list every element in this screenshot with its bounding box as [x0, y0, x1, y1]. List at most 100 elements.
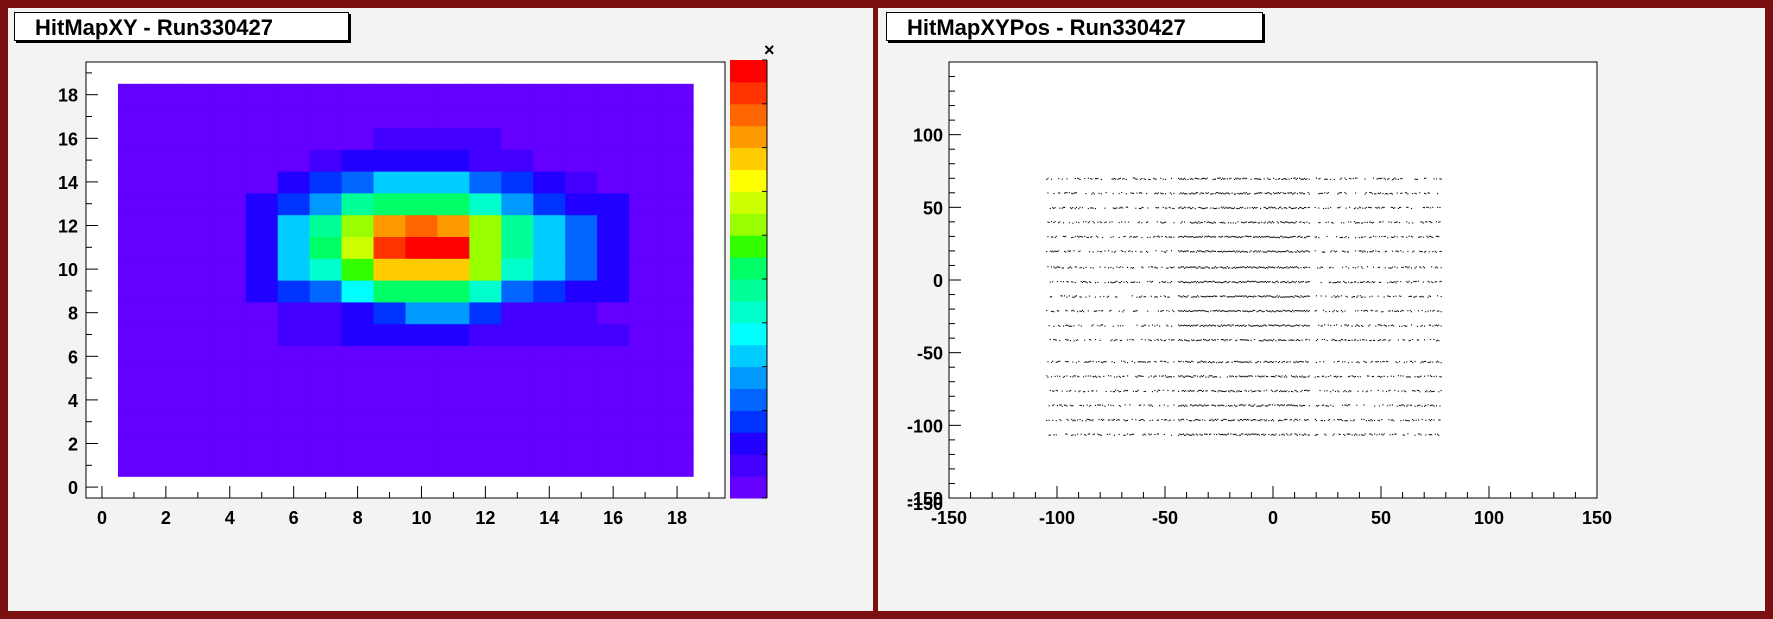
scatter-point	[1131, 295, 1133, 297]
scatter-point	[1185, 310, 1187, 312]
scatter-point	[1282, 433, 1284, 435]
scatter-point	[1244, 295, 1246, 297]
scatter-point	[1118, 419, 1120, 421]
scatter-point	[1372, 339, 1374, 341]
scatter-point	[1231, 310, 1233, 312]
scatter-point	[1150, 375, 1152, 377]
scatter-point	[1129, 338, 1131, 341]
scatter-point	[1435, 266, 1437, 268]
scatter-point	[1148, 433, 1150, 435]
scatter-point	[1181, 296, 1183, 298]
heatmap-cell	[597, 105, 630, 128]
scatter-point	[1276, 221, 1278, 223]
scatter-point	[1414, 434, 1416, 436]
scatter-point	[1327, 375, 1329, 378]
scatter-point	[1333, 361, 1335, 363]
scatter-point	[1141, 222, 1143, 224]
scatter-point	[1281, 221, 1283, 223]
scatter-point	[1418, 339, 1420, 341]
scatter-point	[1292, 193, 1294, 195]
scatter-point	[1233, 310, 1236, 312]
scatter-point	[1369, 206, 1371, 209]
scatter-point	[1415, 193, 1417, 195]
scatter-point	[1362, 296, 1364, 298]
scatter-point	[1079, 310, 1081, 312]
scatter-point	[1219, 266, 1221, 268]
scatter-point	[1189, 310, 1192, 312]
scatter-point	[1252, 419, 1255, 421]
scatter-point	[1257, 310, 1259, 312]
scatter-point	[1407, 267, 1409, 269]
scatter-point	[1323, 375, 1325, 377]
scatter-point	[1054, 250, 1056, 252]
scatter-point	[1353, 434, 1355, 436]
scatter-point	[1363, 360, 1365, 362]
scatter-point	[1205, 250, 1207, 252]
scatter-point	[1237, 282, 1239, 284]
scatter-point	[1241, 390, 1243, 392]
scatter-point	[1381, 419, 1383, 421]
heatmap-cell	[437, 367, 470, 390]
scatter-point	[1321, 375, 1323, 377]
scatter-point	[1098, 375, 1100, 377]
scatter-point	[1242, 266, 1244, 268]
scatter-point	[1315, 236, 1317, 238]
scatter-point	[1156, 433, 1158, 435]
heatmap-cell	[213, 83, 247, 107]
scatter-point	[1256, 236, 1258, 238]
scatter-point	[1273, 192, 1275, 194]
scatter-point	[1265, 325, 1268, 327]
scatter-point	[1301, 281, 1303, 283]
scatter-point	[1427, 280, 1429, 282]
scatter-point	[1129, 434, 1131, 436]
scatter-point	[1418, 310, 1420, 312]
scatter-point	[1318, 376, 1320, 378]
scatter-point	[1345, 391, 1347, 393]
scatter-point	[1110, 266, 1112, 269]
scatter-point	[1203, 405, 1205, 407]
scatter-point	[1370, 433, 1372, 435]
scatter-point	[1143, 296, 1145, 298]
scatter-point	[1239, 375, 1241, 377]
scatter-point	[1172, 309, 1174, 311]
heatmap-cell	[469, 171, 502, 194]
scatter-point	[1267, 177, 1269, 179]
scatter-point	[1276, 267, 1278, 269]
scatter-point	[1062, 206, 1064, 208]
heatmap-cell	[629, 149, 662, 172]
scatter-point	[1157, 433, 1159, 435]
scatter-point	[1118, 310, 1120, 312]
scatter-point	[1116, 376, 1118, 378]
scatter-point	[1394, 221, 1396, 224]
heatmap-cell	[405, 83, 439, 107]
scatter-point	[1181, 250, 1183, 252]
scatter-point	[1185, 404, 1187, 406]
scatter-point	[1277, 222, 1279, 224]
scatter-point	[1220, 324, 1222, 326]
scatter-point	[1435, 375, 1437, 377]
scatter-point	[1132, 339, 1135, 341]
scatter-point	[1178, 281, 1180, 283]
scatter-point	[1078, 222, 1080, 224]
scatter-point	[1153, 236, 1155, 238]
scatter-point	[1198, 389, 1200, 392]
scatter-point	[1197, 375, 1199, 377]
scatter-point	[1296, 250, 1298, 252]
heatmap-cell	[117, 258, 151, 281]
scatter-point	[1154, 296, 1156, 298]
scatter-point	[1350, 420, 1352, 422]
scatter-point	[1358, 236, 1360, 239]
scatter-point	[1217, 310, 1219, 312]
scatter-point	[1248, 295, 1250, 297]
scatter-point	[1090, 178, 1092, 180]
scatter-point	[1274, 267, 1276, 269]
scatter-point	[1204, 310, 1206, 312]
scatter-point	[1148, 376, 1150, 378]
scatter-point	[1306, 178, 1308, 180]
scatter-point	[1233, 236, 1236, 238]
scatter-point	[1189, 251, 1192, 253]
heatmap-cell	[469, 149, 502, 172]
scatter-point	[1422, 281, 1424, 283]
scatter-point	[1280, 404, 1282, 406]
scatter-point	[1096, 178, 1098, 180]
